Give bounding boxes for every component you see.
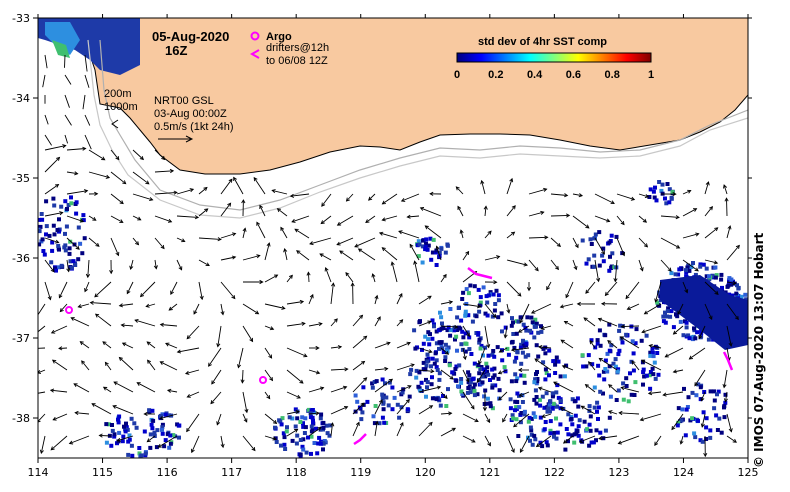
y-tick-label: -34 bbox=[12, 92, 30, 105]
y-tick-label: -33 bbox=[12, 12, 30, 25]
x-tick-label: 117 bbox=[221, 466, 242, 479]
contour-label-200m: 200m bbox=[104, 88, 132, 100]
drifter-track bbox=[467, 267, 493, 280]
current-product: NRT00 GSL bbox=[154, 95, 214, 107]
y-tick-label: -38 bbox=[12, 412, 30, 425]
contour-label-1000m: 1000m bbox=[104, 101, 138, 113]
map-date: 05-Aug-2020 bbox=[152, 29, 229, 44]
colorbar-tick-label: 0.4 bbox=[527, 69, 543, 81]
x-tick-label: 124 bbox=[673, 466, 694, 479]
dense-data-patch bbox=[660, 275, 748, 350]
x-tick-label: 116 bbox=[157, 466, 178, 479]
colorbar-tick-label: 1 bbox=[648, 69, 654, 81]
x-tick-label: 115 bbox=[92, 466, 113, 479]
drifter-legend-line2: to 06/08 12Z bbox=[266, 55, 328, 67]
colorbar-tick-label: 0.2 bbox=[488, 69, 503, 81]
x-tick-label: 120 bbox=[415, 466, 436, 479]
plot-frame bbox=[37, 17, 749, 459]
coastal-data-patch-light bbox=[45, 22, 80, 55]
argo-legend-icon bbox=[250, 31, 260, 41]
corner-arrow bbox=[111, 119, 119, 129]
y-tick-label: -36 bbox=[12, 252, 30, 265]
colorbar-gradient bbox=[457, 53, 651, 62]
x-tick-label: 123 bbox=[608, 466, 629, 479]
colorbar-tick-label: 0 bbox=[454, 69, 460, 81]
x-tick-label: 119 bbox=[350, 466, 371, 479]
colorbar-tick-label: 0.6 bbox=[566, 69, 581, 81]
current-date: 03-Aug 00:00Z bbox=[154, 108, 227, 120]
x-tick-label: 125 bbox=[738, 466, 759, 479]
drifter-legend-line1: drifters@12h bbox=[266, 42, 329, 54]
drifter-legend-icon bbox=[249, 49, 260, 59]
colorbar-tick-label: 0.8 bbox=[605, 69, 620, 81]
y-tick-label: -37 bbox=[12, 332, 30, 345]
map-hour: 16Z bbox=[165, 43, 187, 58]
x-tick-label: 118 bbox=[286, 466, 307, 479]
y-tick-label: -35 bbox=[12, 172, 30, 185]
coastal-data-patch-green bbox=[52, 40, 70, 58]
y-axis: -33 -34 -35 -36 -37 -38 bbox=[12, 12, 752, 425]
argo-legend-label: Argo bbox=[266, 31, 292, 43]
colorbar-ticks: 0 0.2 0.4 0.6 0.8 1 bbox=[454, 69, 654, 81]
argo-float bbox=[259, 376, 267, 384]
contour-200m bbox=[99, 39, 748, 211]
drifter-track bbox=[353, 433, 367, 446]
drifter-track bbox=[722, 351, 734, 371]
x-tick-label: 122 bbox=[544, 466, 565, 479]
x-tick-label: 121 bbox=[479, 466, 500, 479]
scale-arrowhead bbox=[185, 135, 194, 143]
credit-text: © IMOS 07-Aug-2020 13:07 Hobart bbox=[752, 232, 766, 468]
current-scale: 0.5m/s (1kt 24h) bbox=[154, 121, 233, 133]
x-axis: 114 115 116 117 118 119 120 121 122 123 124 125 bbox=[28, 14, 759, 479]
argo-float bbox=[65, 306, 73, 314]
colorbar-frame bbox=[456, 52, 652, 63]
colorbar-title: std dev of 4hr SST comp bbox=[478, 36, 607, 48]
x-tick-label: 114 bbox=[28, 466, 49, 479]
colorbar bbox=[457, 53, 651, 62]
current-vectors bbox=[38, 54, 740, 458]
